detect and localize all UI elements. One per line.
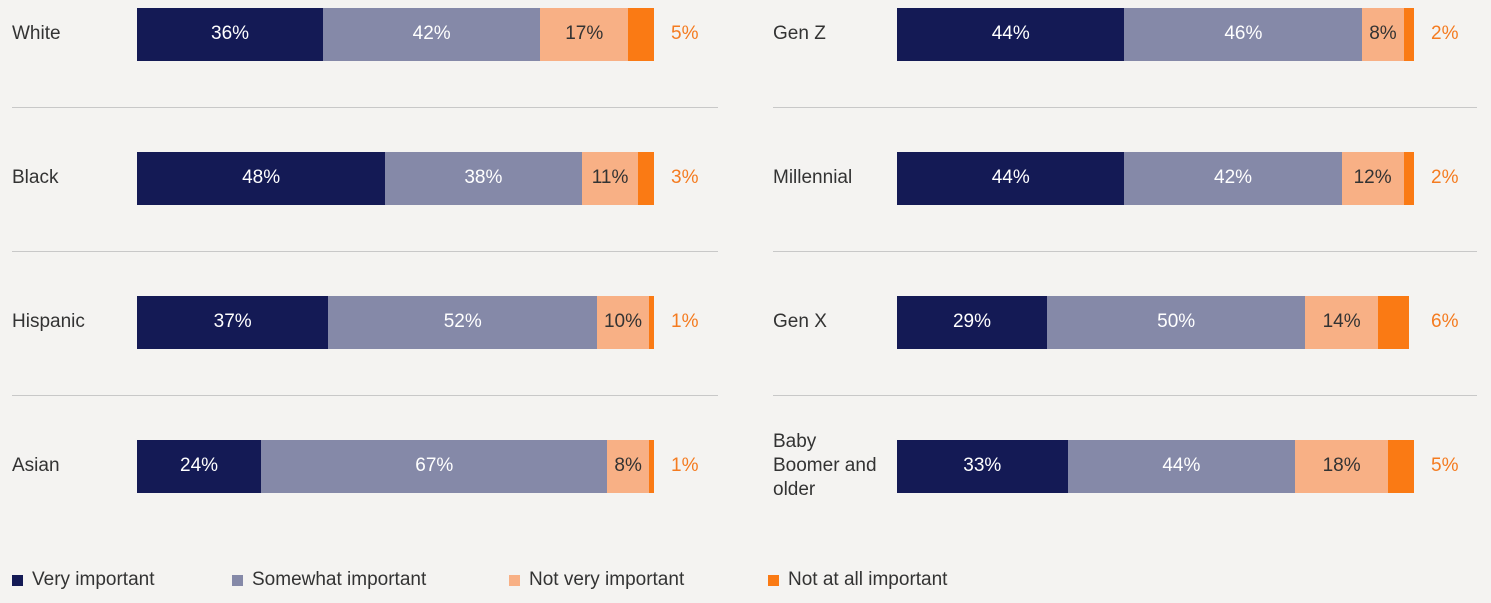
value-label: 37% bbox=[213, 311, 252, 332]
bar-segment bbox=[607, 439, 649, 493]
value-label: 11% bbox=[591, 167, 629, 188]
bar-segment bbox=[385, 151, 582, 205]
separator bbox=[12, 251, 718, 252]
bar-segment bbox=[261, 439, 608, 493]
bar-segment bbox=[1362, 7, 1404, 61]
value-label: 5% bbox=[671, 23, 699, 44]
bar-segment bbox=[1305, 295, 1378, 349]
bar-segment bbox=[1295, 439, 1389, 493]
category-label: Gen X bbox=[773, 311, 827, 332]
value-label: 67% bbox=[415, 455, 454, 476]
legend-label: Very important bbox=[32, 569, 155, 590]
bar-segment bbox=[1124, 7, 1363, 61]
value-label: 2% bbox=[1431, 167, 1459, 188]
value-label: 18% bbox=[1322, 455, 1361, 476]
value-label: 50% bbox=[1157, 311, 1196, 332]
bar-segment bbox=[648, 439, 654, 493]
value-label: 42% bbox=[1214, 167, 1253, 188]
bar-segment bbox=[1124, 151, 1342, 205]
value-label: 46% bbox=[1224, 23, 1263, 44]
value-label: 44% bbox=[1162, 455, 1201, 476]
bar-segment bbox=[897, 7, 1125, 61]
bar-segment bbox=[323, 7, 541, 61]
legend-label: Not at all important bbox=[788, 569, 948, 590]
bar-segment bbox=[137, 295, 329, 349]
value-label: 1% bbox=[671, 455, 699, 476]
value-label: 6% bbox=[1431, 311, 1459, 332]
legend-swatch bbox=[509, 575, 520, 586]
separator bbox=[12, 395, 718, 396]
value-label: 44% bbox=[991, 167, 1030, 188]
value-label: 29% bbox=[952, 311, 991, 332]
value-label: 36% bbox=[211, 23, 250, 44]
bar-segment bbox=[897, 295, 1047, 349]
bar-segment bbox=[897, 151, 1125, 205]
bar-segment bbox=[897, 439, 1068, 493]
bar-segment bbox=[1388, 439, 1414, 493]
bar-segment bbox=[137, 439, 262, 493]
value-label: 1% bbox=[671, 311, 699, 332]
legend-swatch bbox=[12, 575, 23, 586]
bar-segment bbox=[1046, 295, 1306, 349]
value-label: 10% bbox=[603, 311, 642, 332]
bar-segment bbox=[581, 151, 639, 205]
value-label: 33% bbox=[963, 455, 1002, 476]
bar-segment bbox=[137, 151, 386, 205]
category-label: Black bbox=[12, 167, 59, 188]
value-label: 14% bbox=[1322, 311, 1361, 332]
value-label: 2% bbox=[1431, 23, 1459, 44]
separator bbox=[12, 107, 718, 108]
bar-segment bbox=[648, 295, 654, 349]
bar-segment bbox=[1341, 151, 1404, 205]
value-label: 12% bbox=[1353, 167, 1392, 188]
value-label: 17% bbox=[565, 23, 604, 44]
category-label: Baby Boomer and older bbox=[773, 431, 877, 500]
value-label: 24% bbox=[180, 455, 219, 476]
separator bbox=[773, 395, 1477, 396]
legend-swatch bbox=[232, 575, 243, 586]
value-label: 8% bbox=[1369, 23, 1397, 44]
bar-segment bbox=[1403, 151, 1414, 205]
value-label: 5% bbox=[1431, 455, 1459, 476]
bar-segment bbox=[1377, 295, 1409, 349]
legend-label: Somewhat important bbox=[252, 569, 427, 590]
bar-segment bbox=[540, 7, 629, 61]
value-label: 44% bbox=[991, 23, 1030, 44]
bar-segment bbox=[628, 7, 654, 61]
value-label: 38% bbox=[464, 167, 503, 188]
value-label: 48% bbox=[242, 167, 281, 188]
bar-segment bbox=[1403, 7, 1414, 61]
bar-segment bbox=[597, 295, 649, 349]
legend-label: Not very important bbox=[529, 569, 685, 590]
category-label: Millennial bbox=[773, 167, 853, 188]
bar-segment bbox=[137, 7, 324, 61]
category-label: Gen Z bbox=[773, 23, 826, 44]
value-label: 3% bbox=[671, 167, 699, 188]
value-label: 42% bbox=[412, 23, 451, 44]
bar-segment bbox=[328, 295, 598, 349]
separator bbox=[773, 251, 1477, 252]
category-label: Hispanic bbox=[12, 311, 85, 332]
value-label: 8% bbox=[614, 455, 642, 476]
legend-swatch bbox=[768, 575, 779, 586]
separator bbox=[773, 107, 1477, 108]
category-label: Asian bbox=[12, 455, 60, 476]
bar-segment bbox=[638, 151, 654, 205]
bar-segment bbox=[1067, 439, 1296, 493]
value-label: 52% bbox=[443, 311, 482, 332]
category-label: White bbox=[12, 23, 61, 44]
